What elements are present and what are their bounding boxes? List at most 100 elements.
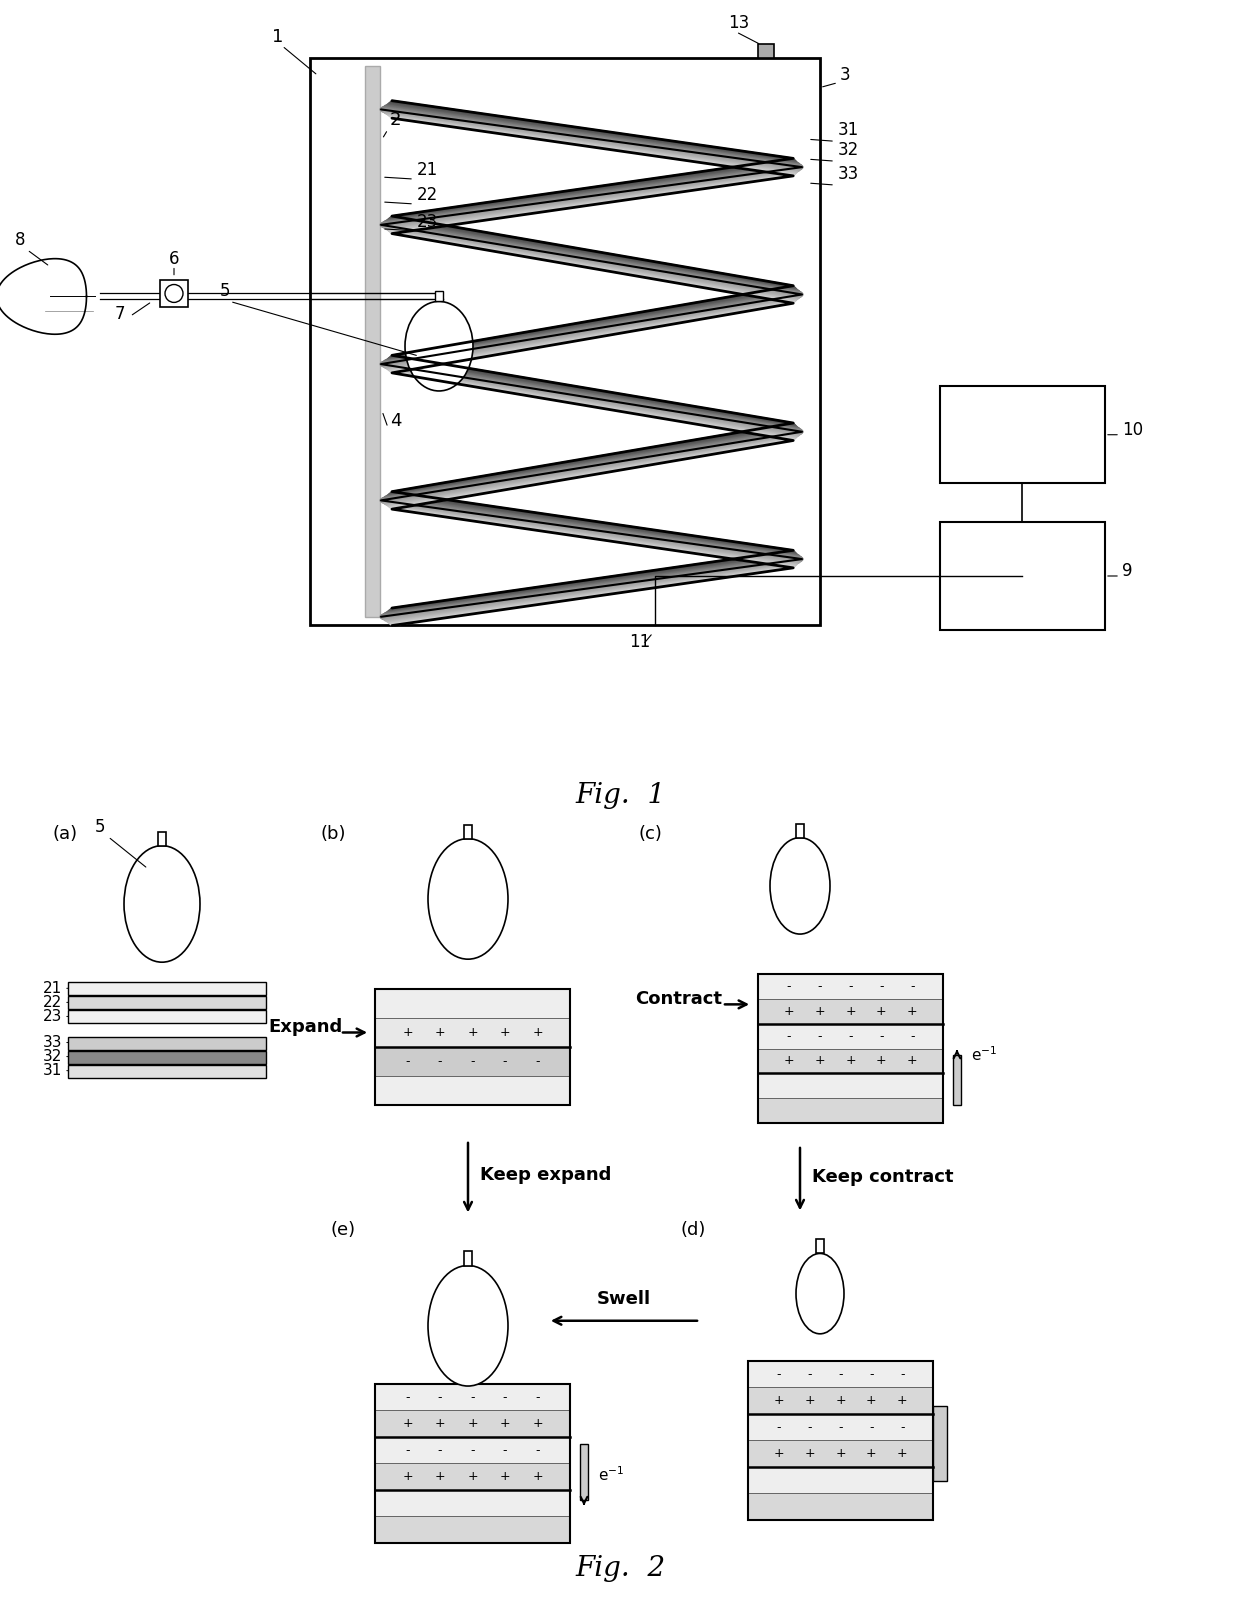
Bar [435, 291, 443, 302]
Text: 23: 23 [42, 1009, 62, 1024]
Text: -: - [438, 1443, 443, 1456]
Text: Fig.  1: Fig. 1 [575, 783, 665, 810]
Text: -: - [438, 1056, 443, 1069]
Bar [374, 1517, 570, 1543]
Bar [816, 1239, 825, 1253]
Text: (e): (e) [330, 1221, 355, 1239]
Text: e$^{-1}$: e$^{-1}$ [971, 1045, 997, 1064]
Text: -: - [786, 1030, 791, 1043]
Text: +: + [402, 1470, 413, 1483]
Bar [68, 982, 267, 995]
Text: -: - [438, 1390, 443, 1405]
Text: 21: 21 [417, 161, 438, 178]
Text: -: - [900, 1368, 904, 1380]
Text: 32: 32 [838, 141, 859, 159]
Text: +: + [784, 1054, 794, 1067]
Ellipse shape [428, 1266, 508, 1385]
Bar [758, 1000, 942, 1024]
Bar [374, 1437, 570, 1464]
Text: -: - [405, 1056, 409, 1069]
Text: -: - [869, 1421, 874, 1433]
Text: Fig.  2: Fig. 2 [575, 1556, 665, 1583]
Bar [464, 1252, 472, 1266]
Text: +: + [815, 1054, 825, 1067]
Bar [68, 996, 267, 1009]
Bar [374, 1464, 570, 1490]
Text: -: - [900, 1421, 904, 1433]
Text: 33: 33 [42, 1035, 62, 1049]
Text: -: - [502, 1390, 507, 1405]
Text: (b): (b) [320, 824, 346, 842]
Text: +: + [836, 1446, 846, 1461]
Text: +: + [866, 1395, 877, 1408]
Bar [464, 824, 472, 839]
Bar [758, 974, 942, 1000]
Bar [748, 1440, 932, 1467]
Text: -: - [470, 1443, 475, 1456]
Text: 3: 3 [839, 66, 851, 84]
Text: +: + [875, 1004, 887, 1017]
Text: +: + [532, 1417, 543, 1430]
Text: -: - [807, 1368, 812, 1380]
Text: +: + [836, 1395, 846, 1408]
Text: -: - [879, 980, 884, 993]
Bar [374, 1048, 570, 1077]
Text: +: + [805, 1395, 815, 1408]
Text: -: - [910, 980, 914, 993]
Ellipse shape [796, 1253, 844, 1334]
Text: -: - [879, 1030, 884, 1043]
Bar [748, 1361, 932, 1520]
Text: -: - [807, 1421, 812, 1433]
Text: 22: 22 [42, 995, 62, 1009]
Bar [68, 1037, 267, 1049]
Bar [374, 1384, 570, 1411]
Text: 21: 21 [42, 980, 62, 996]
Bar [748, 1493, 932, 1520]
Text: Contract: Contract [635, 990, 722, 1008]
Text: 1: 1 [273, 27, 284, 45]
Text: 9: 9 [1122, 562, 1132, 580]
Text: +: + [866, 1446, 877, 1461]
Text: +: + [897, 1446, 908, 1461]
Bar [374, 1490, 570, 1517]
Text: +: + [897, 1395, 908, 1408]
Bar [374, 990, 570, 1106]
Bar [374, 1411, 570, 1437]
Text: +: + [467, 1470, 477, 1483]
Text: +: + [435, 1417, 445, 1430]
Bar [758, 1073, 942, 1098]
Text: -: - [470, 1390, 475, 1405]
Circle shape [165, 284, 184, 302]
Text: -: - [470, 1056, 475, 1069]
Text: +: + [532, 1470, 543, 1483]
Bar [932, 1406, 947, 1482]
Text: Keep contract: Keep contract [812, 1168, 954, 1186]
Text: +: + [435, 1027, 445, 1040]
Text: Swell: Swell [596, 1290, 651, 1308]
Text: 23: 23 [417, 212, 438, 231]
Bar [940, 522, 1105, 630]
Text: +: + [906, 1004, 918, 1017]
Text: +: + [402, 1027, 413, 1040]
Bar [748, 1361, 932, 1387]
Bar [374, 1384, 570, 1543]
Text: 31: 31 [42, 1064, 62, 1078]
Text: -: - [776, 1421, 781, 1433]
Text: +: + [875, 1054, 887, 1067]
Bar [374, 990, 570, 1019]
Text: 5: 5 [95, 818, 105, 836]
Bar [758, 43, 774, 58]
Text: -: - [536, 1443, 539, 1456]
Bar [68, 1065, 267, 1078]
Text: -: - [502, 1056, 507, 1069]
Text: 32: 32 [42, 1049, 62, 1064]
Bar [758, 1098, 942, 1123]
Bar [160, 280, 188, 307]
Text: -: - [536, 1056, 539, 1069]
Text: (d): (d) [680, 1221, 706, 1239]
Text: 31: 31 [838, 121, 859, 140]
Bar [310, 58, 820, 625]
Bar [580, 1445, 588, 1499]
Text: +: + [784, 1004, 794, 1017]
Text: 11: 11 [630, 633, 651, 651]
